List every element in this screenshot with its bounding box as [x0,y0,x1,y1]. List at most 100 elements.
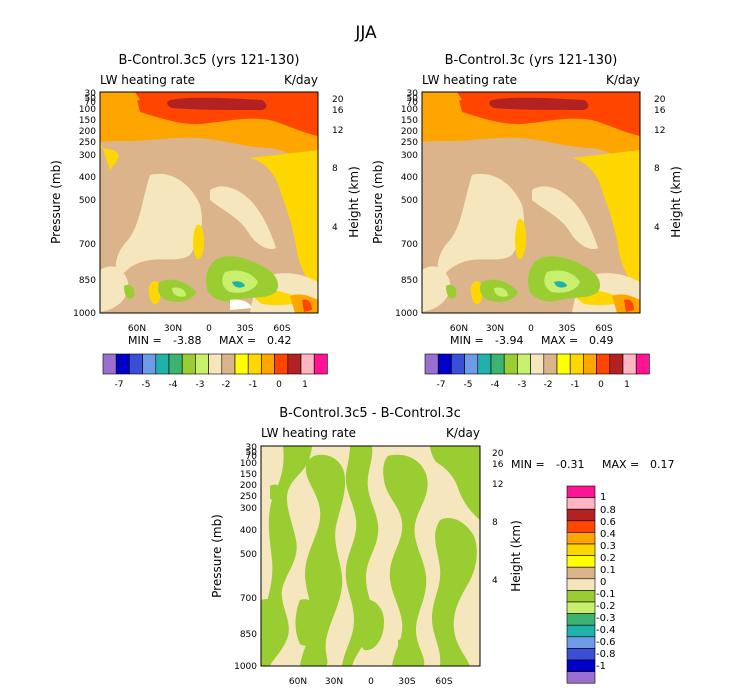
colorbar-swatch [168,353,183,375]
pressure-tick-label: 100 [79,105,96,115]
colorbar-label: -7 [437,380,446,390]
panel-right-ylabel: Pressure (mb) [371,160,385,244]
pressure-tick-label: 200 [79,127,96,137]
colorbar-swatch [464,353,479,375]
height-tick-label: 4 [654,223,660,233]
panel-left-frame [99,91,319,314]
panel-left-variable-label: LW heating rate [100,73,195,87]
pressure-tick-label: 850 [401,276,418,286]
lat-tick-label: 60N [450,324,468,334]
height-tick-label: 20 [492,449,504,459]
panel-left-min-label: MIN = [128,334,162,347]
height-tick-label: 12 [654,126,665,136]
pressure-tick-label: 50 [407,94,419,104]
colorbar-label: -3 [196,380,205,390]
panel-left-max-value: 0.42 [267,334,292,347]
colorbar-swatch [566,566,596,580]
panel-diff-frame [260,445,481,667]
lat-tick-label: 30N [164,324,182,334]
panel-left-pressure-ticks: 30 50 70 100 150 200 250 300 400 500 700… [73,89,96,319]
colorbar-label: -0.4 [596,625,616,636]
panel-right: B-Control.3c (yrs 121-130) LW heating ra… [371,53,683,390]
colorbar-swatch [566,659,596,672]
colorbar-swatch [102,353,117,375]
height-tick-label: 20 [332,95,344,105]
colorbar-swatch [566,532,596,545]
panel-left-ylabel: Pressure (mb) [49,160,63,244]
panel-left-height-ticks: 20 16 12 8 4 [332,95,344,233]
season-title: JJA [354,23,377,43]
pressure-tick-label: 100 [240,459,257,469]
panel-left: B-Control.3c5 (yrs 121-130) LW heating r… [49,53,361,390]
colorbar-label: 0 [598,380,604,390]
panel-diff-min-value: -0.31 [556,458,584,471]
colorbar-swatch [566,555,596,568]
panel-diff-height-ticks: 20 16 12 8 4 [492,449,504,586]
colorbar-swatch [261,353,275,375]
height-tick-label: 20 [654,95,666,105]
colorbar-label: -3 [518,380,527,390]
panel-diff-y2label: Height (km) [509,520,523,591]
panel-right-title: B-Control.3c (yrs 121-130) [445,53,618,68]
panel-diff-variable-label: LW heating rate [261,426,356,440]
colorbar-swatch [566,508,596,522]
colorbar-swatch [566,543,596,556]
panel-right-lat-ticks: 60N 30N 0 30S 60S [450,324,613,334]
colorbar-swatch [451,353,465,375]
colorbar-label: 0.3 [600,541,616,552]
height-tick-label: 4 [332,223,338,233]
colorbar-label: 0.2 [600,553,616,564]
lat-tick-label: 60N [128,324,146,334]
colorbar-swatch [195,353,209,375]
pressure-tick-label: 300 [79,151,96,161]
panel-right-min-value: -3.94 [495,334,523,347]
height-tick-label: 16 [654,106,666,116]
colorbar-swatch [181,353,196,375]
colorbar-label: -4 [169,380,178,390]
colorbar-label: 0 [276,380,282,390]
colorbar-swatch [566,624,596,638]
colorbar-swatch [129,353,143,375]
panel-right-units-label: K/day [606,73,640,87]
colorbar-label: 0.4 [600,529,616,540]
pressure-tick-label: 500 [240,550,257,560]
colorbar-swatch [221,353,236,375]
colorbar-swatch [609,353,624,375]
lat-tick-label: 30S [558,324,575,334]
panel-right-y2label: Height (km) [669,166,683,237]
pressure-tick-label: 30 [85,89,97,99]
panel-diff-title: B-Control.3c5 - B-Control.3c [279,406,461,421]
pressure-tick-label: 500 [79,196,96,206]
panel-right-max-label: MAX = [541,334,578,347]
lat-tick-label: 0 [528,324,534,334]
panel-left-title: B-Control.3c5 (yrs 121-130) [119,53,300,68]
panel-right-height-ticks: 20 16 12 8 4 [654,95,666,233]
panel-left-min-value: -3.88 [173,334,201,347]
colorbar-swatch [583,353,597,375]
pressure-tick-label: 700 [240,594,257,604]
colorbar-swatch [424,353,439,375]
pressure-tick-label: 850 [79,276,96,286]
lat-tick-label: 30S [398,677,415,687]
colorbar-swatch [566,578,596,591]
panel-diff-contours [261,446,480,666]
colorbar-swatch [517,353,531,375]
panel-diff-colorbar-labels: 1 0.8 0.6 0.4 0.3 0.2 0.1 0 -0.1 -0.2 -0… [596,492,616,672]
panel-right-frame [421,91,641,314]
pressure-tick-label: 250 [79,138,96,148]
lat-tick-label: 30N [486,324,504,334]
colorbar-swatch [274,353,289,375]
colorbar-label: 0.6 [600,517,616,528]
pressure-tick-label: 50 [85,94,97,104]
colorbar-label: 0.8 [600,505,616,516]
colorbar-swatch [530,353,545,375]
colorbar-swatch [566,671,596,684]
pressure-tick-label: 850 [240,630,257,640]
panel-left-units-label: K/day [284,73,318,87]
colorbar-label: -2 [544,380,553,390]
colorbar-swatch [566,485,596,498]
lat-tick-label: 0 [206,324,212,334]
pressure-tick-label: 1000 [73,309,96,319]
colorbar-label: -0.2 [596,601,616,612]
